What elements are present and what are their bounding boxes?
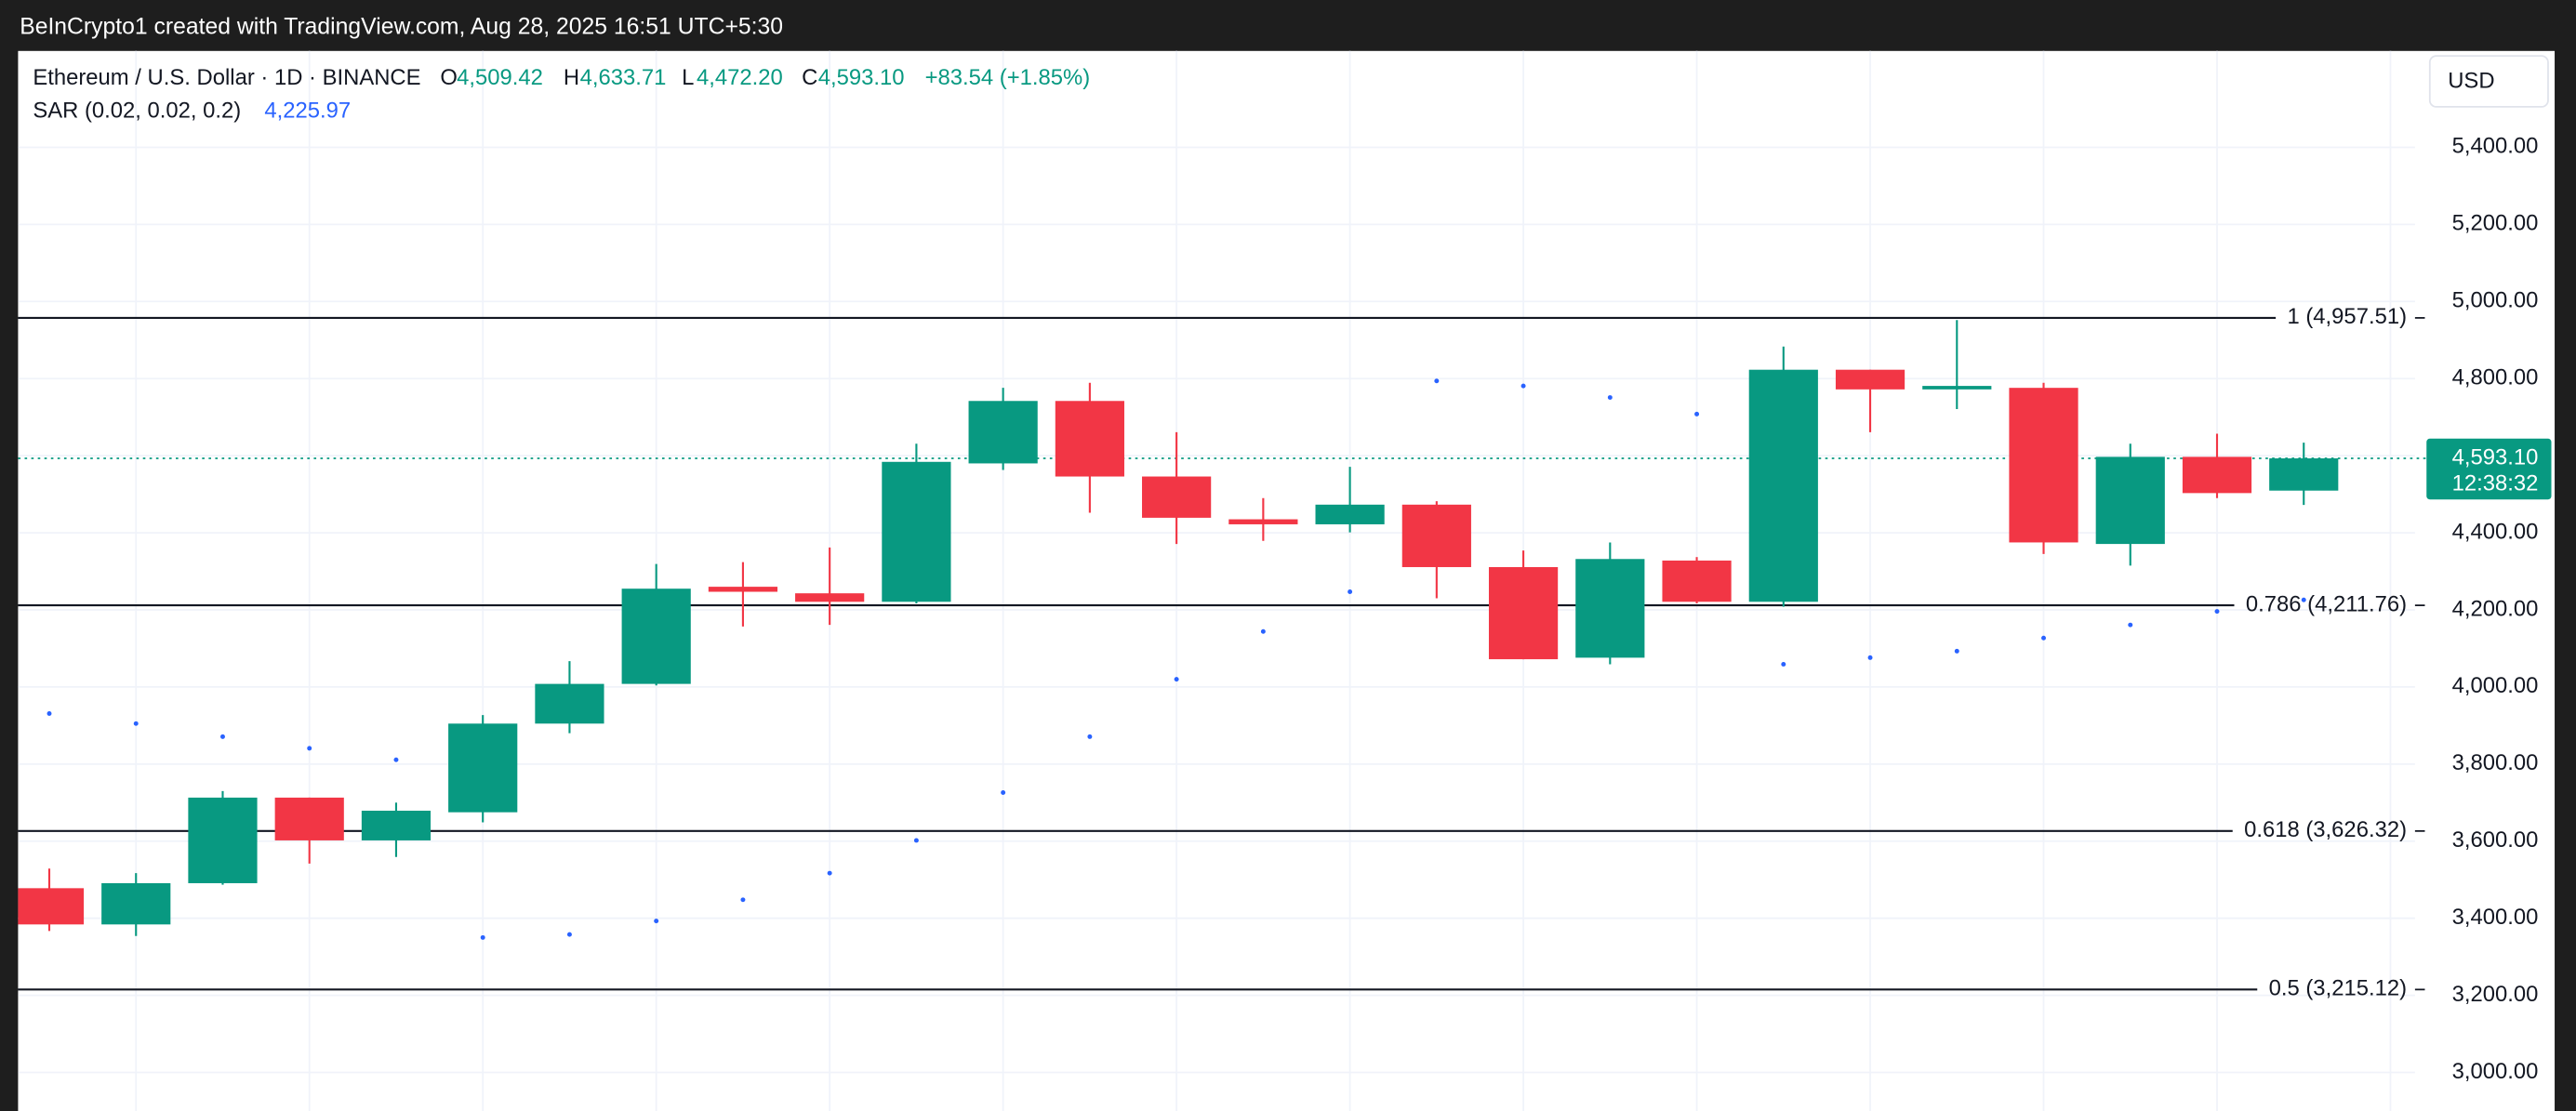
sar-dot bbox=[393, 757, 399, 762]
candle-body bbox=[1835, 369, 1905, 390]
y-tick-label: 3,800.00 bbox=[2452, 750, 2539, 775]
sar-dot bbox=[1348, 589, 1353, 594]
sar-dot bbox=[1434, 378, 1440, 384]
sar-dot bbox=[1260, 628, 1266, 634]
candle-body bbox=[18, 888, 85, 925]
candle-body bbox=[274, 797, 344, 840]
sar-dot bbox=[1954, 648, 1959, 654]
sar-dot bbox=[913, 838, 919, 843]
candle-body bbox=[795, 593, 865, 602]
sar-dot bbox=[1694, 411, 1700, 417]
y-tick-label: 3,400.00 bbox=[2452, 905, 2539, 930]
candle-body bbox=[361, 811, 432, 840]
candle-body bbox=[101, 882, 171, 925]
sar-dot bbox=[654, 919, 659, 924]
candle-body bbox=[1142, 476, 1212, 518]
sar-dot bbox=[2214, 609, 2220, 615]
sar-dot bbox=[133, 721, 139, 726]
currency-button[interactable] bbox=[2428, 55, 2549, 108]
candle-body bbox=[2095, 456, 2165, 545]
fib-label: 0.618 (3,626.32) bbox=[2244, 817, 2407, 842]
sar-dot bbox=[480, 934, 485, 940]
candle-body bbox=[1922, 386, 1992, 390]
y-tick-label: 4,400.00 bbox=[2452, 519, 2539, 544]
sar-dot bbox=[2041, 635, 2046, 641]
candle-body bbox=[1055, 401, 1124, 477]
sar-name: SAR (0.02, 0.02, 0.2) bbox=[33, 98, 241, 123]
sar-dot bbox=[740, 897, 746, 903]
price-countdown: 12:38:32 bbox=[2452, 471, 2539, 496]
change-label: +83.54 (+1.85%) bbox=[925, 65, 1091, 90]
ohlc-value: 4,509.42 bbox=[457, 65, 543, 90]
ohlc-key: O bbox=[440, 65, 458, 90]
y-tick-label: 5,000.00 bbox=[2452, 288, 2539, 313]
candle-body bbox=[1488, 566, 1559, 660]
y-tick-label: 3,600.00 bbox=[2452, 827, 2539, 853]
sar-dot bbox=[1174, 677, 1179, 682]
sar-dot bbox=[220, 734, 225, 739]
sar-dot bbox=[2301, 597, 2306, 602]
fib-label: 0.5 (3,215.12) bbox=[2269, 976, 2407, 1001]
sar-dot bbox=[827, 870, 832, 876]
candle-body bbox=[2009, 388, 2078, 543]
fib-label: 0.786 (4,211.76) bbox=[2246, 591, 2407, 616]
ohlc-value: 4,633.71 bbox=[580, 65, 667, 90]
candle-body bbox=[882, 461, 951, 602]
header-text: BeInCrypto1 created with TradingView.com… bbox=[20, 15, 783, 40]
sar-dot bbox=[1867, 655, 1873, 660]
candle-body bbox=[188, 797, 258, 883]
price-label-box bbox=[2426, 438, 2552, 500]
price-label: 4,593.10 bbox=[2452, 444, 2539, 470]
sar-dot bbox=[307, 746, 312, 751]
sar-dot bbox=[2128, 622, 2133, 628]
chart-area bbox=[18, 50, 2556, 1111]
chart-title: Ethereum / U.S. Dollar · 1D · BINANCE bbox=[33, 65, 420, 90]
candle-body bbox=[1228, 519, 1298, 524]
candle-body bbox=[968, 401, 1038, 464]
sar-dot bbox=[1001, 790, 1006, 796]
sar-dot bbox=[1520, 383, 1526, 389]
candle-body bbox=[2182, 456, 2252, 494]
sar-dot bbox=[1087, 734, 1093, 739]
ohlc-key: H bbox=[564, 65, 579, 90]
currency-label[interactable]: USD bbox=[2448, 69, 2494, 94]
ohlc-key: L bbox=[682, 65, 694, 90]
ohlc-key: C bbox=[802, 65, 817, 90]
y-tick-label: 5,200.00 bbox=[2452, 211, 2539, 236]
ohlc-value: 4,472.20 bbox=[697, 65, 783, 90]
candle-body bbox=[1662, 560, 1732, 602]
candle-body bbox=[1315, 504, 1385, 524]
candle-body bbox=[1748, 369, 1818, 602]
plot bbox=[18, 316, 2427, 991]
sar-dot bbox=[46, 711, 52, 717]
candle-body bbox=[621, 589, 691, 684]
y-tick-label: 3,200.00 bbox=[2452, 982, 2539, 1007]
fib-label: 1 (4,957.51) bbox=[2287, 304, 2407, 329]
sar-dot bbox=[1607, 395, 1613, 401]
ohlc-value: 4,593.10 bbox=[818, 65, 905, 90]
candle-body bbox=[708, 587, 778, 592]
candle-body bbox=[2269, 458, 2339, 491]
sar-dot bbox=[1781, 661, 1786, 667]
y-tick-label: 3,000.00 bbox=[2452, 1059, 2539, 1084]
candle-body bbox=[448, 723, 518, 813]
candle-body bbox=[535, 683, 604, 724]
candle-body bbox=[1575, 559, 1645, 658]
y-tick-label: 5,400.00 bbox=[2452, 134, 2539, 159]
y-tick-label: 4,200.00 bbox=[2452, 596, 2539, 621]
sar-dot bbox=[566, 932, 572, 937]
y-tick-label: 4,800.00 bbox=[2452, 365, 2539, 390]
y-tick-label: 4,000.00 bbox=[2452, 673, 2539, 698]
candle-body bbox=[1401, 504, 1471, 567]
sar-last-value: 4,225.97 bbox=[264, 98, 351, 123]
